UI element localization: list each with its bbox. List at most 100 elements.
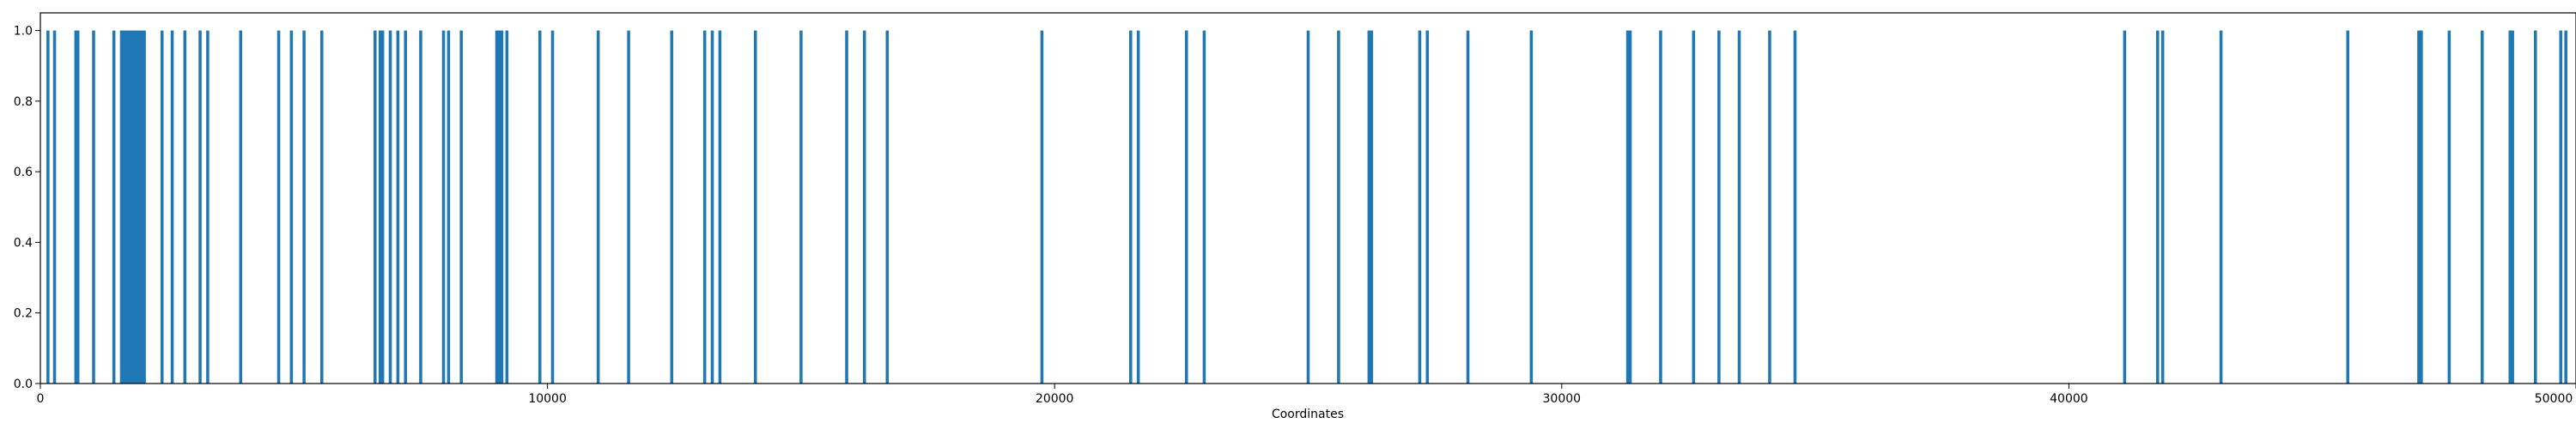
bar <box>46 30 50 384</box>
bar <box>670 30 674 384</box>
bar <box>302 30 306 384</box>
bar <box>1184 30 1188 384</box>
bar <box>74 30 78 384</box>
bar <box>1418 30 1422 384</box>
bar <box>1466 30 1470 384</box>
bar <box>2564 30 2567 384</box>
bar <box>132 30 137 384</box>
bar <box>1367 30 1371 384</box>
bar <box>596 30 600 384</box>
bar <box>140 30 143 384</box>
bar <box>1370 30 1374 384</box>
bar <box>441 30 446 384</box>
bar <box>76 30 80 384</box>
bar <box>1337 30 1340 384</box>
bar <box>2155 30 2160 384</box>
bar <box>845 30 848 384</box>
bar <box>1040 30 1044 384</box>
bar <box>1628 30 1632 384</box>
bar <box>459 30 463 384</box>
y-tick-label: 0.4 <box>14 236 33 250</box>
x-tick-label: 50000 <box>2535 392 2573 406</box>
bar <box>127 30 131 384</box>
bar <box>122 30 126 384</box>
bar <box>2417 30 2421 384</box>
bar <box>404 30 407 384</box>
bar <box>276 30 281 384</box>
bar <box>447 30 451 384</box>
y-tick-label: 0.8 <box>14 95 33 109</box>
bar <box>125 30 129 384</box>
y-tick-label: 0.0 <box>14 378 33 391</box>
x-axis-label: Coordinates <box>1272 408 1344 421</box>
bar <box>2533 30 2537 384</box>
x-tick-label: 20000 <box>1036 392 1074 406</box>
bar <box>2219 30 2223 384</box>
bar <box>198 30 202 384</box>
bar <box>538 30 542 384</box>
y-tick-label: 1.0 <box>14 25 33 39</box>
bar <box>2480 30 2484 384</box>
bar <box>505 30 509 384</box>
bar <box>753 30 757 384</box>
bar <box>289 30 294 384</box>
bar <box>119 30 124 384</box>
bar <box>1625 30 1630 384</box>
bar <box>135 30 138 384</box>
bar <box>396 30 400 384</box>
bar <box>239 30 243 384</box>
bar <box>374 30 377 384</box>
bar <box>495 30 499 384</box>
bar <box>2447 30 2451 384</box>
bar <box>2420 30 2423 384</box>
bar <box>183 30 187 384</box>
bar <box>2123 30 2127 384</box>
bar <box>885 30 890 384</box>
bar <box>2346 30 2349 384</box>
bar <box>702 30 707 384</box>
bar <box>550 30 555 384</box>
bar <box>2559 30 2563 384</box>
bar <box>627 30 630 384</box>
bar <box>799 30 803 384</box>
bar <box>1737 30 1741 384</box>
bar <box>130 30 134 384</box>
bar <box>1659 30 1662 384</box>
bar <box>380 30 385 384</box>
x-tick-label: 10000 <box>528 392 567 406</box>
bar <box>1768 30 1771 384</box>
bar <box>1306 30 1310 384</box>
bar <box>92 30 95 384</box>
bar <box>1136 30 1140 384</box>
bar <box>378 30 382 384</box>
bar <box>206 30 210 384</box>
x-tick-label: 40000 <box>2050 392 2088 406</box>
bar <box>1692 30 1696 384</box>
bar <box>160 30 164 384</box>
bar <box>320 30 324 384</box>
bars-group <box>46 30 2567 384</box>
bar <box>137 30 141 384</box>
x-axis: 0 10000 20000 30000 40000 50000 <box>37 384 2576 406</box>
bar <box>1717 30 1721 384</box>
bar <box>862 30 866 384</box>
bar <box>2508 30 2512 384</box>
bar <box>52 30 57 384</box>
plot-frame <box>39 12 2576 384</box>
bar <box>718 30 722 384</box>
bar <box>388 30 392 384</box>
y-axis: 0.0 0.2 0.4 0.6 0.8 1.0 <box>14 25 40 391</box>
bar <box>1129 30 1133 384</box>
bar <box>2511 30 2514 384</box>
bar <box>500 30 504 384</box>
bar <box>1202 30 1206 384</box>
y-tick-label: 0.6 <box>14 166 33 179</box>
bar <box>1425 30 1430 384</box>
bar <box>497 30 501 384</box>
y-tick-label: 0.2 <box>14 307 33 321</box>
bar <box>1529 30 1534 384</box>
bar <box>2160 30 2165 384</box>
bar <box>419 30 422 384</box>
bar <box>1793 30 1797 384</box>
